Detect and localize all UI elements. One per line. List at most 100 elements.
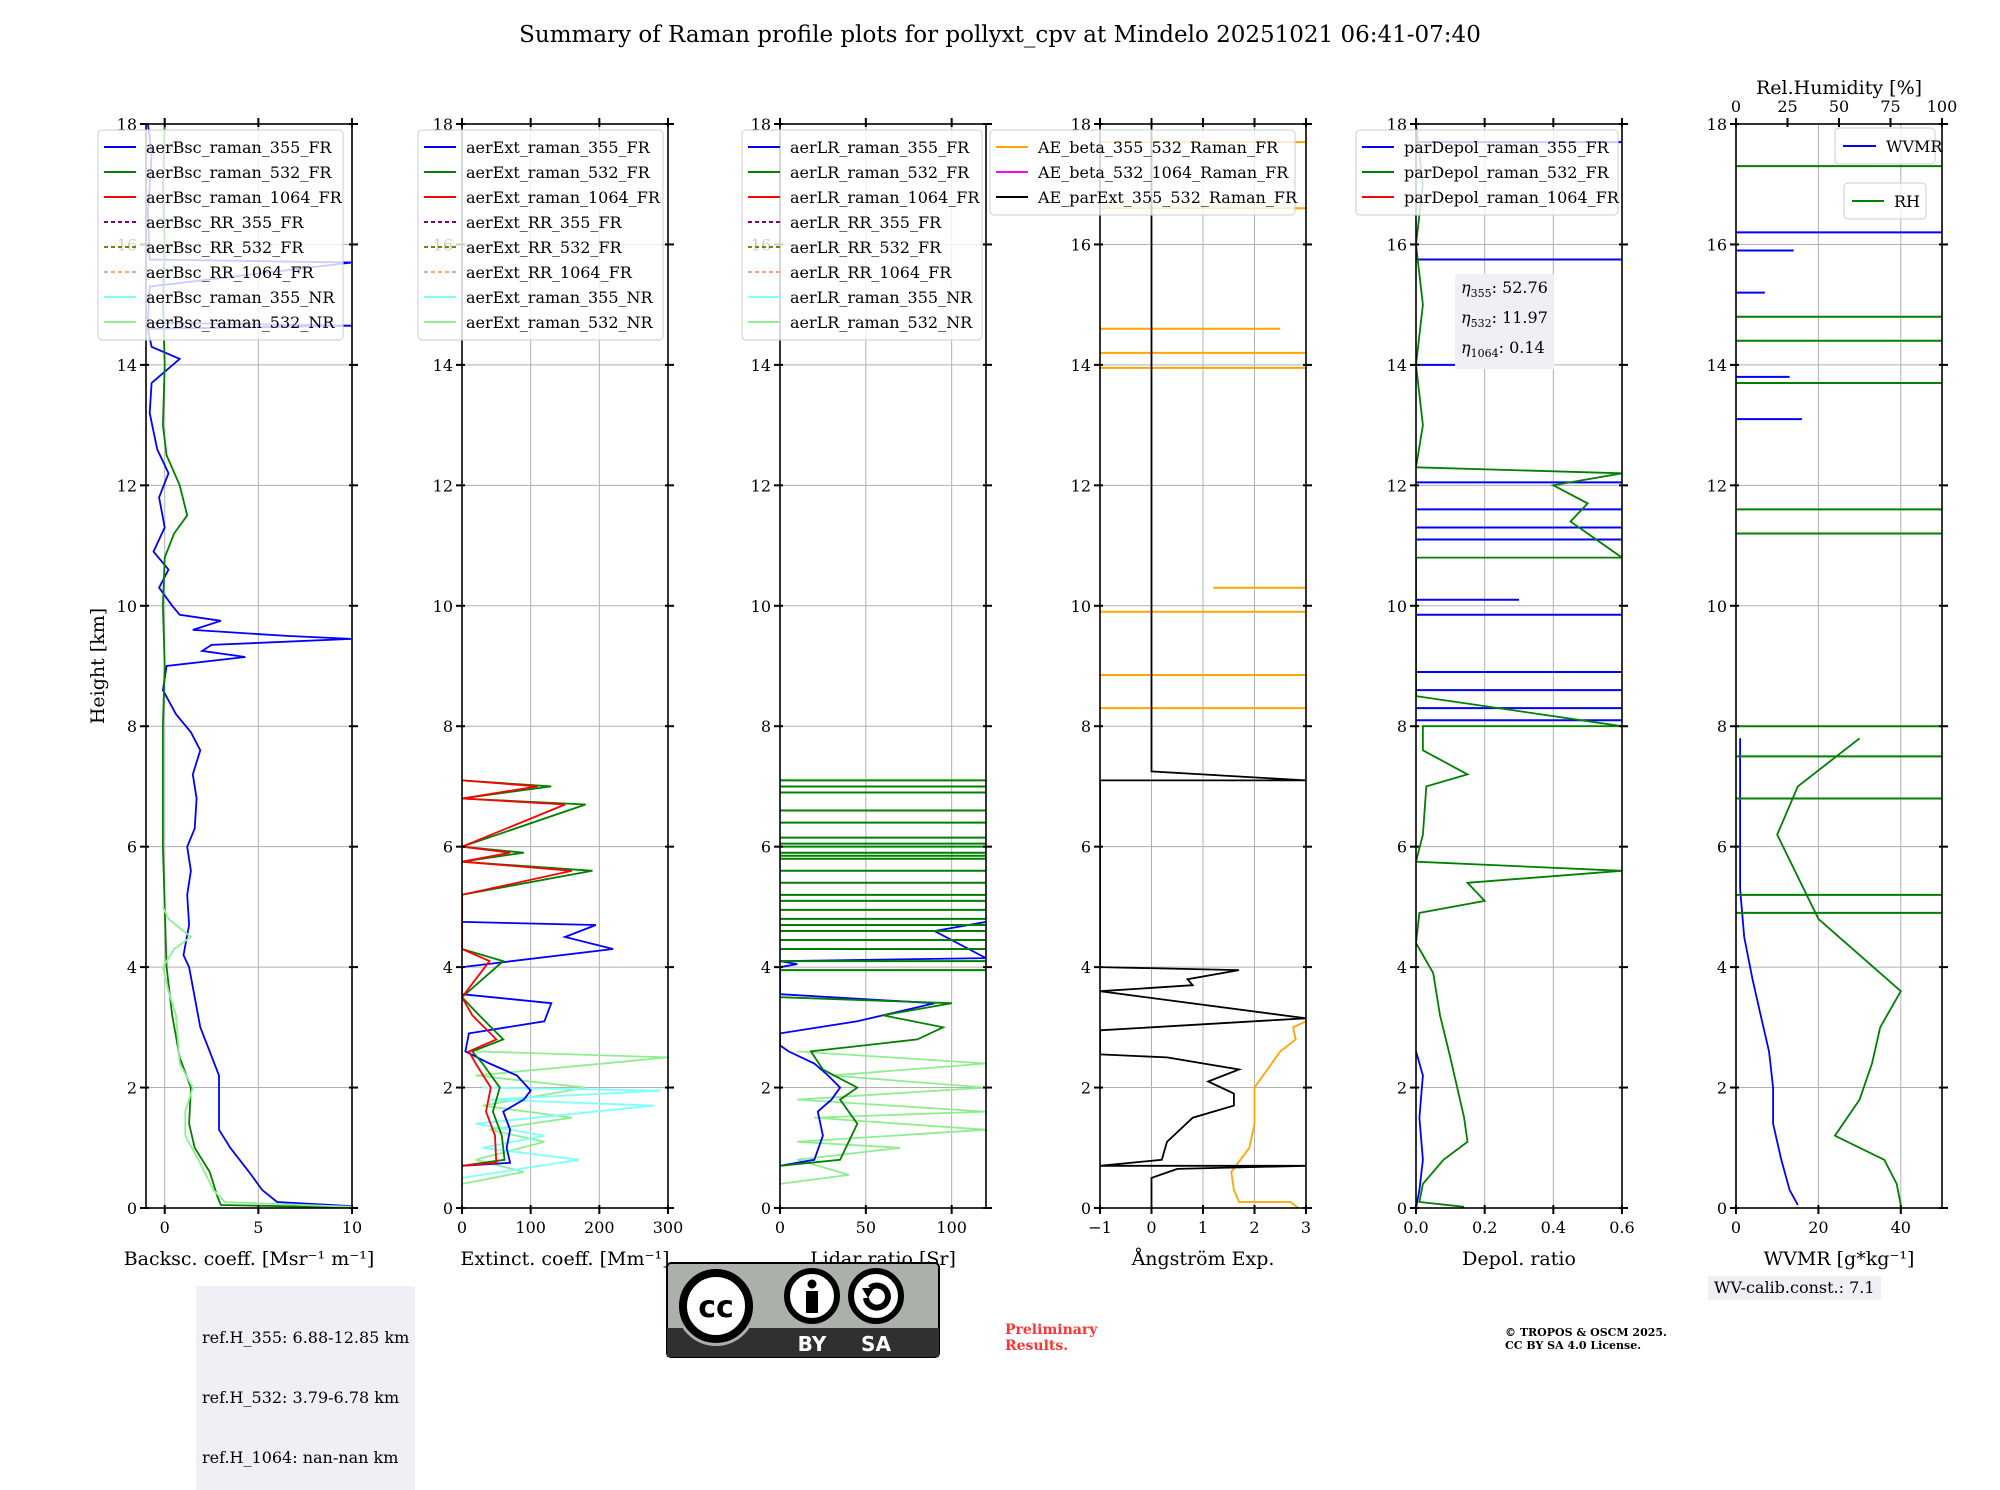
x-tick-label: 200: [584, 1218, 615, 1237]
figure-title: Summary of Raman profile plots for polly…: [519, 22, 1481, 48]
legend-box-rh: [1843, 182, 1927, 220]
y-tick-label: 10: [433, 597, 453, 616]
y-tick-label: 10: [751, 597, 771, 616]
y-tick-label: 6: [127, 838, 137, 857]
y-tick-label: 4: [1397, 958, 1407, 977]
preliminary-note: Preliminary Results.: [1005, 1322, 1098, 1354]
y-tick-label: 4: [1717, 958, 1727, 977]
y-tick-label: 14: [433, 356, 453, 375]
x2-axis-label: Rel.Humidity [%]: [1756, 77, 1922, 99]
y-tick-label: 12: [1387, 476, 1407, 495]
y-tick-label: 0: [443, 1199, 453, 1218]
y-tick-label: 14: [1387, 356, 1407, 375]
y-tick-label: 4: [1081, 958, 1091, 977]
y-tick-label: 12: [1071, 476, 1091, 495]
legend-label: aerBsc_raman_1064_FR: [146, 188, 343, 207]
y-tick-label: 2: [443, 1079, 453, 1098]
x-tick-label: 20: [1808, 1218, 1828, 1237]
refh-532: ref.H_532: 3.79-6.78 km: [202, 1388, 400, 1407]
legend-box: [97, 129, 344, 341]
y-tick-label: 8: [1397, 717, 1407, 736]
x-tick-label: 0: [160, 1218, 170, 1237]
x2-tick-label: 50: [1829, 97, 1849, 116]
legend-label: aerLR_RR_355_FR: [790, 213, 942, 232]
series-line-aerExt_raman_1064_FR: [462, 779, 573, 1167]
eta-box: η355: 52.76 η532: 11.97 η1064: 0.14: [1455, 274, 1554, 369]
y-tick-label: 6: [761, 838, 771, 857]
y-tick-label: 0: [1397, 1199, 1407, 1218]
y-tick-label: 2: [761, 1079, 771, 1098]
series-line-aerLR_raman_532_NR: [780, 1050, 986, 1185]
y-tick-label: 0: [1717, 1199, 1727, 1218]
series-line-aerBsc_raman_355_FR: [146, 124, 352, 1208]
series-line-aerBsc_raman_532_FR: [161, 124, 352, 1208]
legend-box: [417, 129, 664, 341]
x2-tick-label: 25: [1777, 97, 1797, 116]
x2-tick-label: 0: [1731, 97, 1741, 116]
y-tick-label: 12: [117, 476, 137, 495]
legend-box-wvmr: [1834, 127, 1936, 165]
legend-label: aerBsc_raman_355_FR: [146, 138, 332, 157]
y-tick-label: 6: [443, 838, 453, 857]
sa-label: SA: [861, 1332, 891, 1356]
reference-height-box: ref.H_355: 6.88-12.85 km ref.H_532: 3.79…: [196, 1286, 416, 1490]
x-tick-label: 100: [936, 1218, 967, 1237]
y-tick-label: 6: [1397, 838, 1407, 857]
share-alike-icon: [848, 1268, 904, 1324]
x-tick-label: 5: [253, 1218, 263, 1237]
x-tick-label: 0.0: [1403, 1218, 1428, 1237]
legend-label: parDepol_raman_1064_FR: [1404, 188, 1620, 207]
x-tick-label: 3: [1301, 1218, 1311, 1237]
y-tick-label: 14: [1071, 356, 1091, 375]
x-tick-label: 0: [775, 1218, 785, 1237]
svg-text:cc: cc: [698, 1290, 734, 1325]
y-tick-label: 16: [1387, 235, 1407, 254]
y-tick-label: 12: [751, 476, 771, 495]
legend-label: aerExt_raman_1064_FR: [466, 188, 661, 207]
y-tick-label: 10: [1707, 597, 1727, 616]
x-tick-label: 0: [1146, 1218, 1156, 1237]
axes-frame: [779, 123, 987, 1209]
legend-label: aerLR_RR_532_FR: [790, 238, 942, 257]
legend-label: aerExt_raman_532_FR: [466, 163, 651, 182]
y-tick-label: 10: [1071, 597, 1091, 616]
x2-tick-label: 75: [1880, 97, 1900, 116]
y-tick-label: 18: [1387, 115, 1407, 134]
y-tick-label: 18: [751, 115, 771, 134]
series-line-AE_parExt_355_532_Raman_FR: [1100, 124, 1306, 1208]
series-line-aerLR_raman_532_FR: [780, 996, 952, 1167]
y-tick-label: 18: [117, 115, 137, 134]
y-tick-label: 10: [117, 597, 137, 616]
legend-label: aerExt_RR_1064_FR: [466, 263, 633, 282]
y-tick-label: 2: [1397, 1079, 1407, 1098]
legend-label: aerLR_raman_355_NR: [790, 288, 973, 307]
legend-label: aerBsc_RR_1064_FR: [146, 263, 315, 282]
refh-355: ref.H_355: 6.88-12.85 km: [202, 1328, 410, 1347]
x-tick-label: 10: [342, 1218, 362, 1237]
x-axis-label: Backsc. coeff. [Msr⁻¹ m⁻¹]: [124, 1248, 375, 1270]
legend-label: WVMR: [1886, 137, 1943, 156]
y-tick-label: 14: [117, 356, 137, 375]
x-tick-label: 0.6: [1609, 1218, 1634, 1237]
legend-box: [1355, 129, 1619, 216]
eta-532: η532: 11.97: [1461, 308, 1548, 331]
legend-label: aerExt_raman_532_NR: [466, 313, 654, 332]
legend-label: aerExt_RR_355_FR: [466, 213, 623, 232]
legend-label: aerExt_raman_355_FR: [466, 138, 651, 157]
series-line-aerExt_raman_355_NR: [462, 1086, 662, 1179]
eta-355: η355: 52.76: [1461, 278, 1548, 301]
series-line-parDepol_raman_532_FR: [1416, 124, 1622, 1208]
refh-1064: ref.H_1064: nan-nan km: [202, 1448, 399, 1467]
x-tick-label: 0.2: [1472, 1218, 1497, 1237]
series-line-aerExt_raman_532_FR: [462, 779, 593, 1167]
copyright-note: © TROPOS & OSCM 2025. CC BY SA 4.0 Licen…: [1505, 1326, 1667, 1352]
legend-box: [741, 129, 983, 341]
x-tick-label: 2: [1249, 1218, 1259, 1237]
y-tick-label: 8: [443, 717, 453, 736]
x-tick-label: 100: [515, 1218, 546, 1237]
x-tick-label: 0: [457, 1218, 467, 1237]
legend-label: parDepol_raman_355_FR: [1404, 138, 1610, 157]
legend-label: aerExt_raman_355_NR: [466, 288, 654, 307]
legend-label: aerLR_raman_532_NR: [790, 313, 973, 332]
legend-label: AE_beta_355_532_Raman_FR: [1037, 138, 1279, 157]
